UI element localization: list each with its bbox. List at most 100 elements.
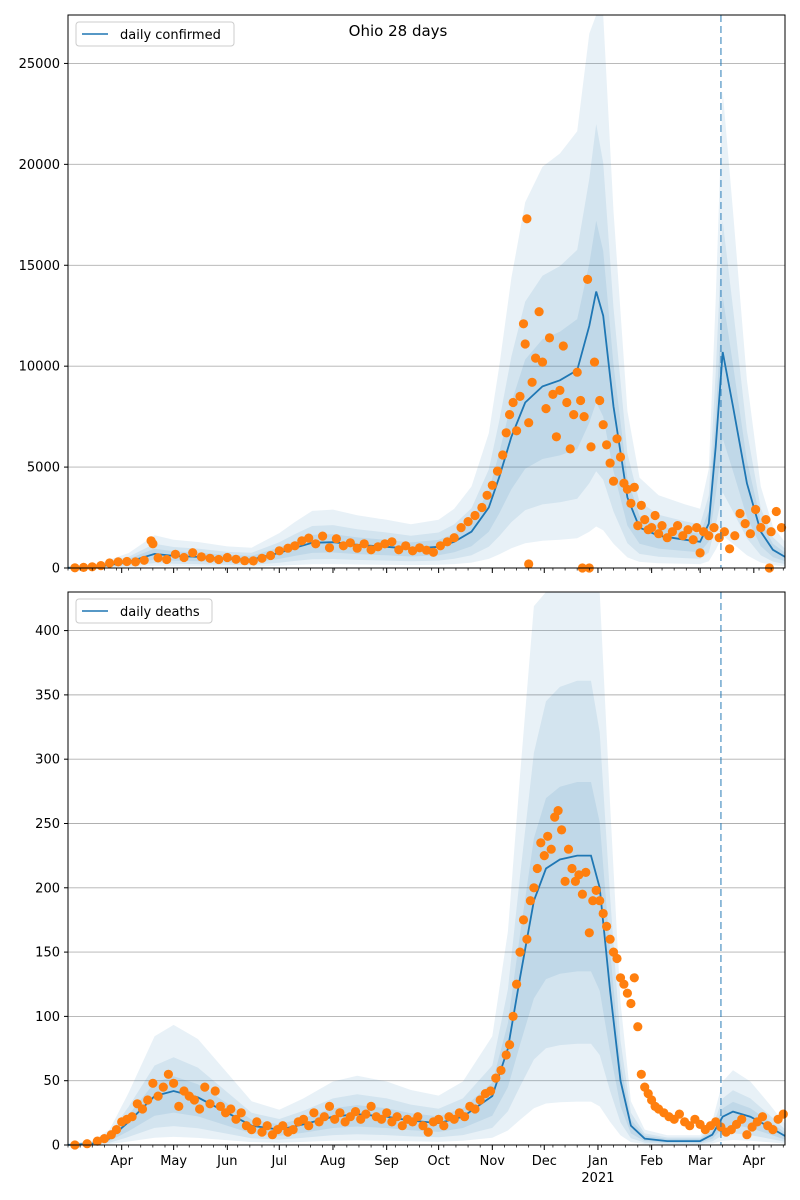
observed-point [730,531,740,541]
confirmed-uncertainty-bands [68,15,785,569]
observed-point [335,1108,345,1118]
observed-point [449,1114,459,1124]
observed-point [737,1114,747,1124]
observed-point [215,1101,225,1111]
observed-point [766,527,776,537]
observed-point [756,523,766,533]
observed-point [757,1112,768,1122]
observed-point [148,1078,158,1088]
observed-point [442,537,452,547]
observed-point [595,896,605,906]
observed-point [170,549,180,559]
observed-point [674,1109,685,1119]
confirmed-observed-points [70,214,787,573]
observed-point [667,527,678,537]
observed-point [463,517,473,527]
observed-point [501,1050,511,1060]
observed-point [392,1112,402,1122]
observed-point [148,539,158,549]
x-tick-label: Jul [270,1154,287,1169]
observed-point [685,1121,695,1131]
observed-point [584,928,594,938]
observed-point [598,420,608,430]
observed-point [553,806,563,816]
observed-point [626,498,636,508]
observed-point [475,1095,485,1105]
observed-point [482,490,492,500]
observed-point [278,1121,288,1131]
observed-point [205,553,215,563]
observed-point [619,979,629,989]
observed-point [508,1011,518,1022]
deaths-legend: daily deaths [75,598,213,624]
observed-point [622,484,633,494]
observed-point [169,1078,179,1088]
observed-point [247,1125,257,1135]
x-tick-label: Apr [743,1154,766,1169]
observed-point [226,1104,236,1114]
observed-point [605,934,615,944]
observed-point [546,844,556,854]
y-tick-label: 5000 [27,461,60,476]
observed-point [387,537,397,547]
observed-point [558,341,568,351]
x-tick-label: Aug [320,1154,345,1169]
observed-point [501,428,511,438]
observed-point [515,391,525,401]
observed-point [248,556,258,566]
observed-point [449,533,459,543]
observed-point [511,979,522,989]
observed-point [331,534,341,544]
observed-point [522,214,532,224]
y-tick-label: 100 [35,1010,60,1025]
observed-point [539,851,549,861]
observed-point [745,529,756,539]
observed-point [127,1112,137,1122]
observed-point [298,1114,309,1124]
observed-point [486,1086,496,1096]
y-tick-label: 20000 [19,158,60,173]
observed-point [602,440,612,450]
x-tick-label: Mar [688,1154,713,1169]
x-tick-label: Feb [640,1154,663,1169]
deaths-panel: 0 50 100 150 200 250 300 350 400 Apr May Jun Jul Aug… [35,591,788,1186]
observed-point [751,504,761,515]
observed-point [498,450,508,460]
observed-point [139,555,149,565]
uncertainty-band [68,124,785,568]
observed-point [153,1091,163,1101]
observed-point [577,889,588,899]
observed-point [361,1109,371,1119]
observed-point [543,831,553,841]
observed-point [537,357,548,367]
observed-point [352,543,362,553]
observed-point [304,1121,314,1131]
y-tick-label: 10000 [19,360,60,375]
observed-point [505,410,515,420]
uncertainty-band [68,220,785,569]
observed-point [574,870,584,880]
observed-point [583,274,593,284]
x-tick-label: Apr [110,1154,133,1169]
observed-point [778,1109,788,1119]
observed-point [394,545,404,555]
deaths-y-axis: 0 50 100 150 200 250 300 350 400 [35,624,68,1154]
observed-point [470,1104,480,1114]
observed-point [678,531,688,541]
observed-point [137,1104,148,1114]
observed-point [297,536,307,546]
observed-point [563,844,574,854]
observed-point [236,1108,246,1118]
observed-point [338,541,348,551]
observed-point [776,523,787,533]
observed-point [532,863,542,874]
observed-point [231,554,241,564]
observed-point [130,557,141,567]
observed-point [579,412,589,422]
observed-point [650,510,660,521]
observed-point [179,552,189,563]
observed-point [491,1073,501,1083]
observed-point [544,333,555,343]
y-tick-label: 200 [35,881,60,896]
